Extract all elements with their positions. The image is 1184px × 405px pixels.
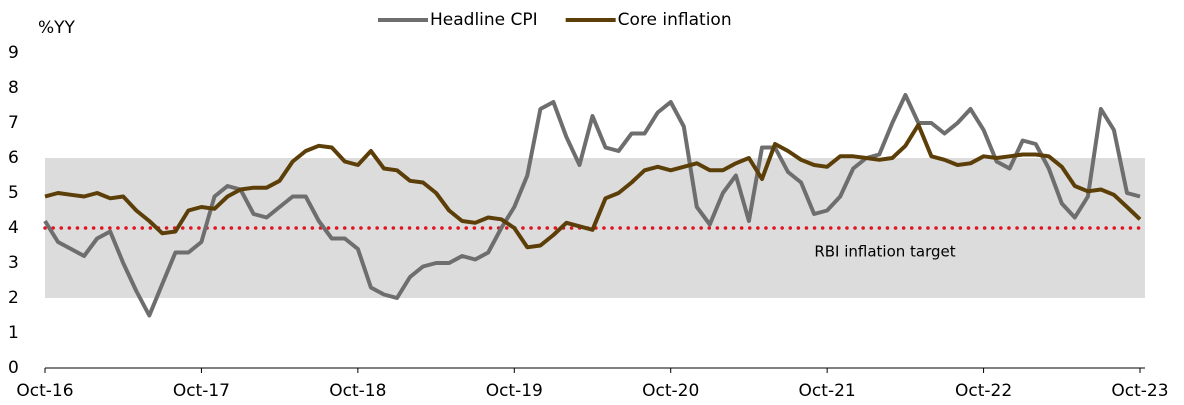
x-tick-label: Oct-23 — [1111, 381, 1168, 401]
x-tick-label: Oct-19 — [486, 381, 543, 401]
y-tick-label: 1 — [8, 323, 19, 343]
y-axis-label: %YY — [38, 18, 76, 38]
y-tick-label: 7 — [8, 113, 19, 133]
series-line — [44, 122, 1142, 250]
x-tick-label: Oct-22 — [955, 381, 1012, 401]
y-tick-label: 0 — [8, 358, 19, 378]
legend-label: Headline CPI — [430, 10, 538, 30]
y-tick-label: 4 — [8, 218, 19, 238]
x-tick-label: Oct-21 — [799, 381, 856, 401]
y-tick-label: 8 — [8, 78, 19, 98]
legend-label: Core inflation — [618, 10, 732, 30]
x-tick-label: Oct-18 — [329, 381, 386, 401]
x-tick-label: Oct-16 — [16, 381, 73, 401]
y-tick-label: 5 — [8, 183, 19, 203]
y-tick-label: 9 — [8, 43, 19, 63]
y-tick-label: 3 — [8, 253, 19, 273]
y-tick-label: 2 — [8, 288, 19, 308]
target-label: RBI inflation target — [814, 243, 955, 261]
series-line — [43, 93, 1141, 318]
x-tick-label: Oct-17 — [173, 381, 230, 401]
x-tick-label: Oct-20 — [642, 381, 699, 401]
y-tick-label: 6 — [8, 148, 19, 168]
